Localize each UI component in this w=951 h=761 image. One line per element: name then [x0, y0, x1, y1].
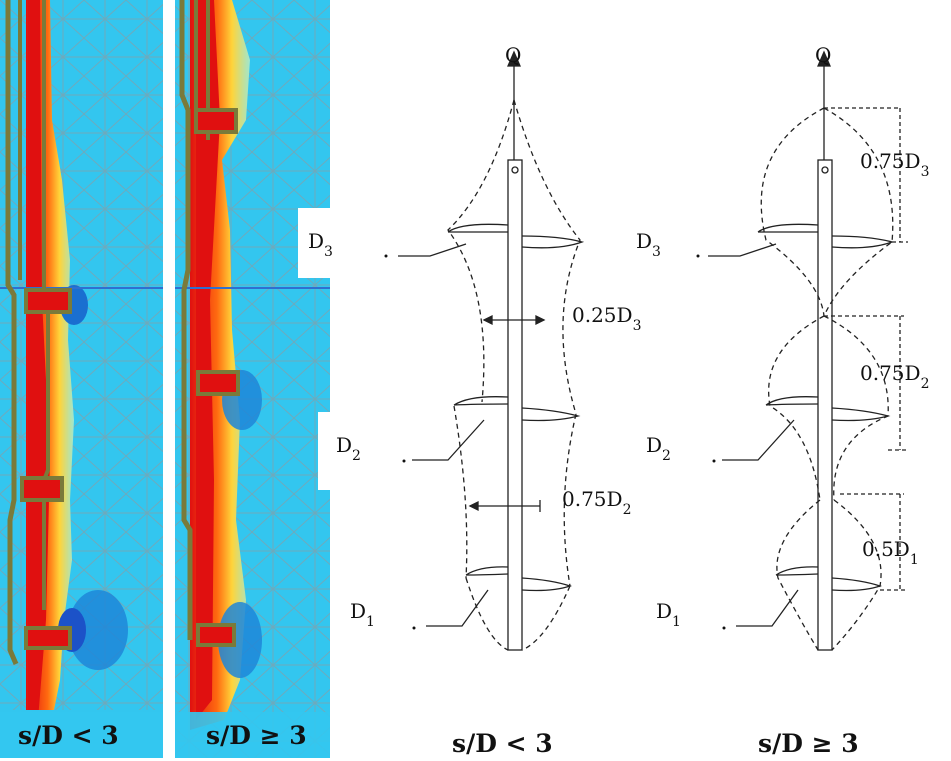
fe-panel-left: s/D < 3	[0, 0, 163, 758]
fe-panel-right: s/D ≥ 3	[175, 0, 330, 758]
helix-label-d2-right: D2	[646, 433, 671, 464]
diagram-right	[708, 50, 908, 651]
dim-label-075d3: 0.75D3	[860, 149, 930, 180]
helix-label-d3-right: D3	[636, 229, 661, 260]
fe-right-caption: s/D ≥ 3	[206, 721, 307, 750]
fe-left-caption: s/D < 3	[18, 721, 119, 750]
helix-label-d3-left: D3	[308, 229, 333, 260]
dim-label-075d2-right: 0.75D2	[860, 361, 930, 392]
helix-label-d1-right: D1	[656, 599, 681, 630]
load-label-right: Q	[815, 43, 831, 67]
helix-label-d1-left: D1	[350, 599, 375, 630]
dim-label-05d1: 0.5D1	[862, 537, 919, 568]
load-label-left: Q	[505, 43, 521, 67]
diagram-right-caption: s/D ≥ 3	[758, 729, 859, 758]
diagram-left-caption: s/D < 3	[452, 729, 553, 758]
helix-label-d2-left: D2	[336, 433, 361, 464]
dim-label-025d3: 0.25D3	[572, 303, 642, 334]
diagram-left	[398, 50, 585, 651]
dim-label-075d2-left: 0.75D2	[562, 487, 632, 518]
